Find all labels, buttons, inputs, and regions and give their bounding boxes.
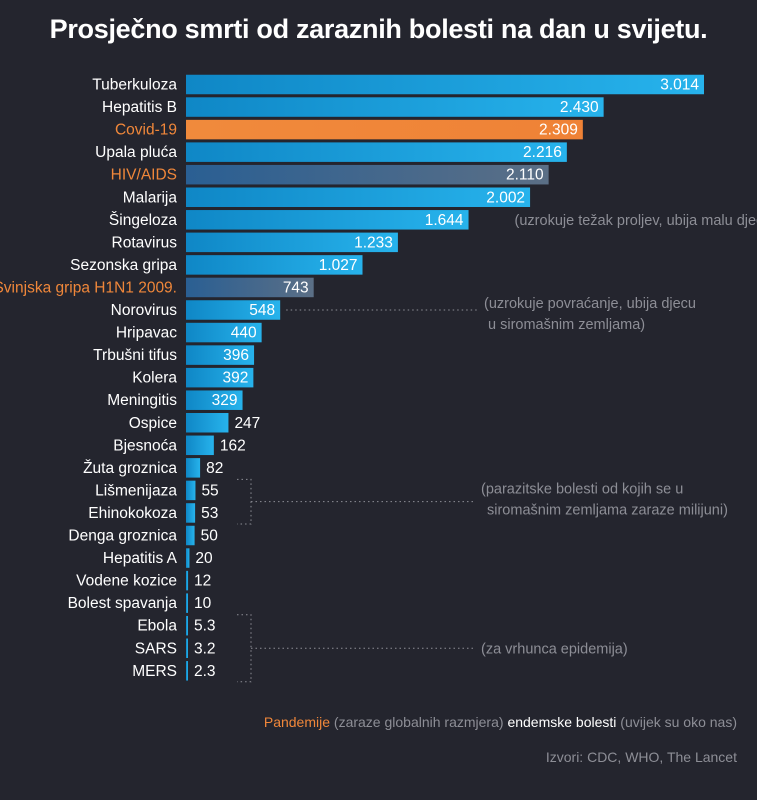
bar-ospice [186, 413, 229, 433]
bar-upala-plu-a [186, 142, 567, 162]
value-label-uta-groznica: 82 [206, 460, 223, 477]
bar-svinjska-gripa-h1n1-2009 [186, 277, 314, 298]
category-label-covid-19: Covid-19 [115, 122, 177, 139]
value-label-hiv-aids: 2.110 [506, 167, 544, 184]
bar-meningitis [186, 390, 243, 410]
bar-hripavac [186, 322, 262, 343]
annotation-epidemic-bracket [237, 614, 252, 683]
chart-title: Prosječno smrti od zaraznih bolesti na d… [49, 14, 708, 44]
value-label-bjesno-a: 162 [220, 437, 246, 454]
value-label-tuberkuloza: 3.014 [660, 77, 699, 94]
value-label-vodene-kozice: 12 [194, 573, 211, 590]
category-label-mers: MERS [132, 663, 177, 680]
bar-tuberkuloza [186, 74, 704, 95]
bar-denga-groznica [186, 525, 195, 546]
category-label-hepatitis-b: Hepatitis B [102, 99, 177, 116]
value-label-li-menijaza: 55 [201, 482, 218, 499]
annotation-parasitic-bracket [237, 478, 252, 525]
bar-malarija [186, 187, 531, 207]
source-note: Izvori: CDC, WHO, The Lancet [545, 749, 737, 765]
legend-pandemic-note: (zaraze globalnih razmjera) [333, 714, 504, 730]
category-label-bjesno-a: Bjesnoća [113, 437, 177, 454]
category-label-ingeloza: Šingeloza [109, 212, 177, 229]
bar-sezonska-gripa [186, 255, 363, 275]
annotation-singeloza: (uzrokuje težak proljev, ubija malu djec… [515, 213, 757, 229]
bar-trbu-ni-tifus [186, 345, 255, 365]
annotation-norovirus-line-2: u siromašnim zemljama) [488, 317, 645, 333]
value-label-hripavac: 440 [231, 325, 257, 342]
category-label-vodene-kozice: Vodene kozice [76, 573, 177, 590]
category-label-norovirus: Norovirus [111, 302, 178, 319]
bar-sars [186, 638, 188, 658]
value-label-hepatitis-b: 2.430 [560, 99, 599, 116]
value-label-bolest-spavanja: 10 [194, 595, 212, 612]
bar-ehinokokoza [186, 503, 196, 523]
value-label-ospice: 247 [234, 415, 260, 432]
value-label-ehinokokoza: 53 [201, 505, 218, 522]
value-label-upala-plu-a: 2.216 [523, 144, 562, 161]
category-label-ehinokokoza: Ehinokokoza [88, 505, 177, 522]
bar-kolera [186, 367, 254, 388]
category-label-ospice: Ospice [129, 415, 177, 432]
category-label-uta-groznica: Žuta groznica [83, 460, 177, 477]
value-label-sars: 3.2 [194, 640, 216, 657]
bar-uta-groznica [186, 458, 201, 478]
category-label-svinjska-gripa-h1n1-2009: Svinjska gripa H1N1 2009. [0, 279, 177, 296]
category-label-denga-groznica: Denga groznica [68, 528, 177, 545]
legend: Pandemije (zaraze globalnih razmjera) en… [264, 714, 737, 730]
category-label-sars: SARS [135, 640, 177, 657]
category-label-hepatitis-a: Hepatitis A [103, 550, 178, 567]
category-label-upala-plu-a: Upala pluća [95, 144, 177, 161]
category-label-ebola: Ebola [137, 618, 177, 635]
bar-li-menijaza [186, 480, 196, 501]
bar-bolest-spavanja [186, 593, 188, 613]
value-label-ingeloza: 1.644 [425, 212, 464, 229]
value-label-ebola: 5.3 [194, 618, 216, 635]
value-label-mers: 2.3 [194, 663, 216, 680]
category-label-malarija: Malarija [123, 189, 178, 206]
value-label-hepatitis-a: 20 [195, 550, 213, 567]
value-label-trbu-ni-tifus: 396 [223, 347, 249, 364]
legend-endemic-note: (uvijek su oko nas) [620, 714, 737, 730]
category-label-bolest-spavanja: Bolest spavanja [68, 595, 178, 612]
value-label-denga-groznica: 50 [201, 528, 219, 545]
annotation-parasitic-line-2: siromašnim zemljama zaraze milijuni) [487, 502, 728, 518]
bar-covid-19 [186, 119, 583, 140]
bar-ingeloza [186, 210, 469, 230]
value-label-svinjska-gripa-h1n1-2009: 743 [283, 279, 309, 296]
category-label-meningitis: Meningitis [107, 392, 177, 409]
bar-hepatitis-a [186, 548, 190, 568]
bar-vodene-kozice [186, 570, 189, 591]
annotation-parasitic: (parazitske bolesti od kojih se u [481, 481, 683, 497]
category-label-hiv-aids: HIV/AIDS [111, 167, 177, 184]
category-label-rotavirus: Rotavirus [112, 234, 178, 251]
bar-hepatitis-b [186, 97, 604, 117]
value-label-covid-19: 2.309 [539, 122, 578, 139]
value-label-kolera: 392 [222, 370, 248, 387]
annotation-epidemic: (za vrhunca epidemija) [481, 641, 628, 657]
bar-norovirus [186, 300, 281, 320]
annotation-norovirus: (uzrokuje povraćanje, ubija djecu [484, 296, 696, 312]
category-label-li-menijaza: Lišmenijaza [95, 482, 177, 499]
category-label-sezonska-gripa: Sezonska gripa [70, 257, 177, 274]
bar-mers [186, 661, 188, 681]
category-label-tuberkuloza: Tuberkuloza [92, 77, 177, 94]
category-label-kolera: Kolera [132, 370, 177, 387]
value-label-rotavirus: 1.233 [354, 234, 393, 251]
value-label-meningitis: 329 [212, 392, 238, 409]
bar-ebola [186, 615, 188, 636]
value-label-sezonska-gripa: 1.027 [319, 257, 358, 274]
bar-rotavirus [186, 232, 398, 253]
value-label-malarija: 2.002 [486, 189, 525, 206]
category-label-hripavac: Hripavac [116, 325, 177, 342]
legend-pandemic-label: Pandemije [263, 714, 331, 730]
legend-endemic-label: endemske bolesti [507, 714, 617, 730]
value-label-norovirus: 548 [249, 302, 275, 319]
category-label-trbu-ni-tifus: Trbušni tifus [93, 347, 177, 364]
bar-hiv-aids [186, 164, 549, 185]
bar-bjesno-a [186, 435, 214, 456]
